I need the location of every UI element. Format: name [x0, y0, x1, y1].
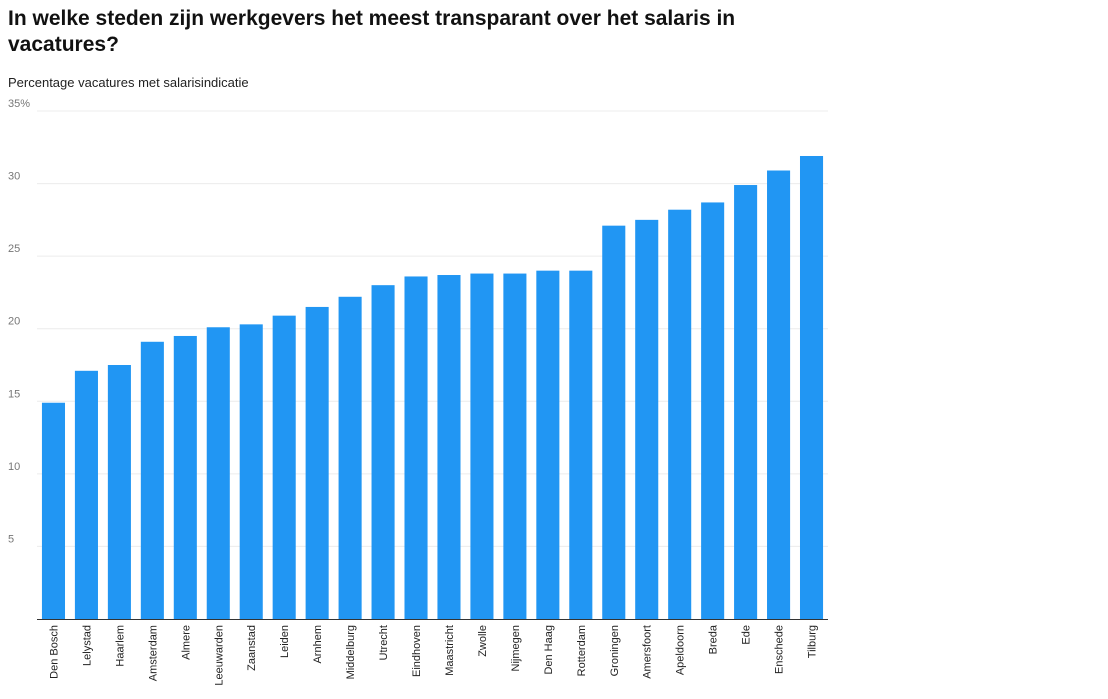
- chart-title: In welke steden zijn werkgevers het mees…: [8, 7, 736, 56]
- bar: [536, 270, 560, 619]
- x-category-label: Breda: [708, 624, 720, 654]
- bar: [569, 270, 593, 619]
- x-category-label: Groningen: [609, 625, 621, 676]
- bar: [437, 275, 461, 619]
- x-category-label: Apeldoorn: [675, 625, 687, 675]
- x-category-label: Maastricht: [444, 625, 456, 676]
- x-category-label: Amersfoort: [642, 625, 654, 679]
- x-category-label: Zaanstad: [246, 625, 258, 671]
- y-tick-label: 25: [8, 243, 20, 255]
- bar: [206, 327, 230, 619]
- bar: [107, 365, 131, 619]
- y-tick-label: 10: [8, 461, 20, 473]
- x-category-label: Nijmegen: [510, 625, 522, 671]
- x-category-label: Arnhem: [312, 625, 324, 664]
- y-tick-label: 35%: [8, 98, 30, 110]
- bar: [470, 273, 494, 619]
- x-category-label: Middelburg: [345, 625, 357, 679]
- x-category-label: Almere: [180, 625, 192, 660]
- x-category-label: Tilburg: [807, 625, 819, 658]
- y-tick-label: 15: [8, 388, 20, 400]
- y-tick-label: 5: [8, 533, 14, 545]
- bar: [701, 202, 725, 619]
- x-category-label: Leeuwarden: [213, 625, 225, 686]
- bar: [272, 315, 296, 619]
- bar: [767, 170, 791, 619]
- y-tick-label: 30: [8, 171, 20, 183]
- bar: [799, 155, 824, 619]
- bar: [305, 306, 329, 619]
- x-category-label: Leiden: [279, 625, 291, 658]
- bar: [74, 370, 98, 619]
- x-category-label: Ede: [741, 625, 753, 645]
- y-tick-label: 20: [8, 316, 20, 328]
- x-category-label: Enschede: [774, 625, 786, 674]
- bar: [338, 296, 362, 619]
- bar: [239, 324, 263, 619]
- x-category-label: Rotterdam: [576, 625, 588, 676]
- chart-subtitle: Percentage vacatures met salarisindicati…: [8, 75, 249, 90]
- bar: [602, 225, 626, 620]
- x-category-label: Den Bosch: [48, 625, 60, 679]
- bar: [140, 341, 164, 619]
- bar: [404, 276, 428, 619]
- bar: [734, 185, 758, 619]
- bar: [503, 273, 527, 619]
- x-category-label: Lelystad: [81, 625, 93, 666]
- bar: [668, 209, 692, 619]
- x-category-label: Amsterdam: [147, 625, 159, 681]
- x-category-label: Haarlem: [114, 625, 126, 667]
- bar: [173, 335, 197, 619]
- x-category-label: Utrecht: [378, 625, 390, 660]
- bar: [41, 402, 66, 619]
- x-category-label: Eindhoven: [411, 625, 423, 677]
- bar: [371, 285, 395, 619]
- x-category-label: Zwolle: [477, 625, 489, 657]
- x-category-label: Den Haag: [543, 625, 555, 675]
- bar: [635, 219, 659, 619]
